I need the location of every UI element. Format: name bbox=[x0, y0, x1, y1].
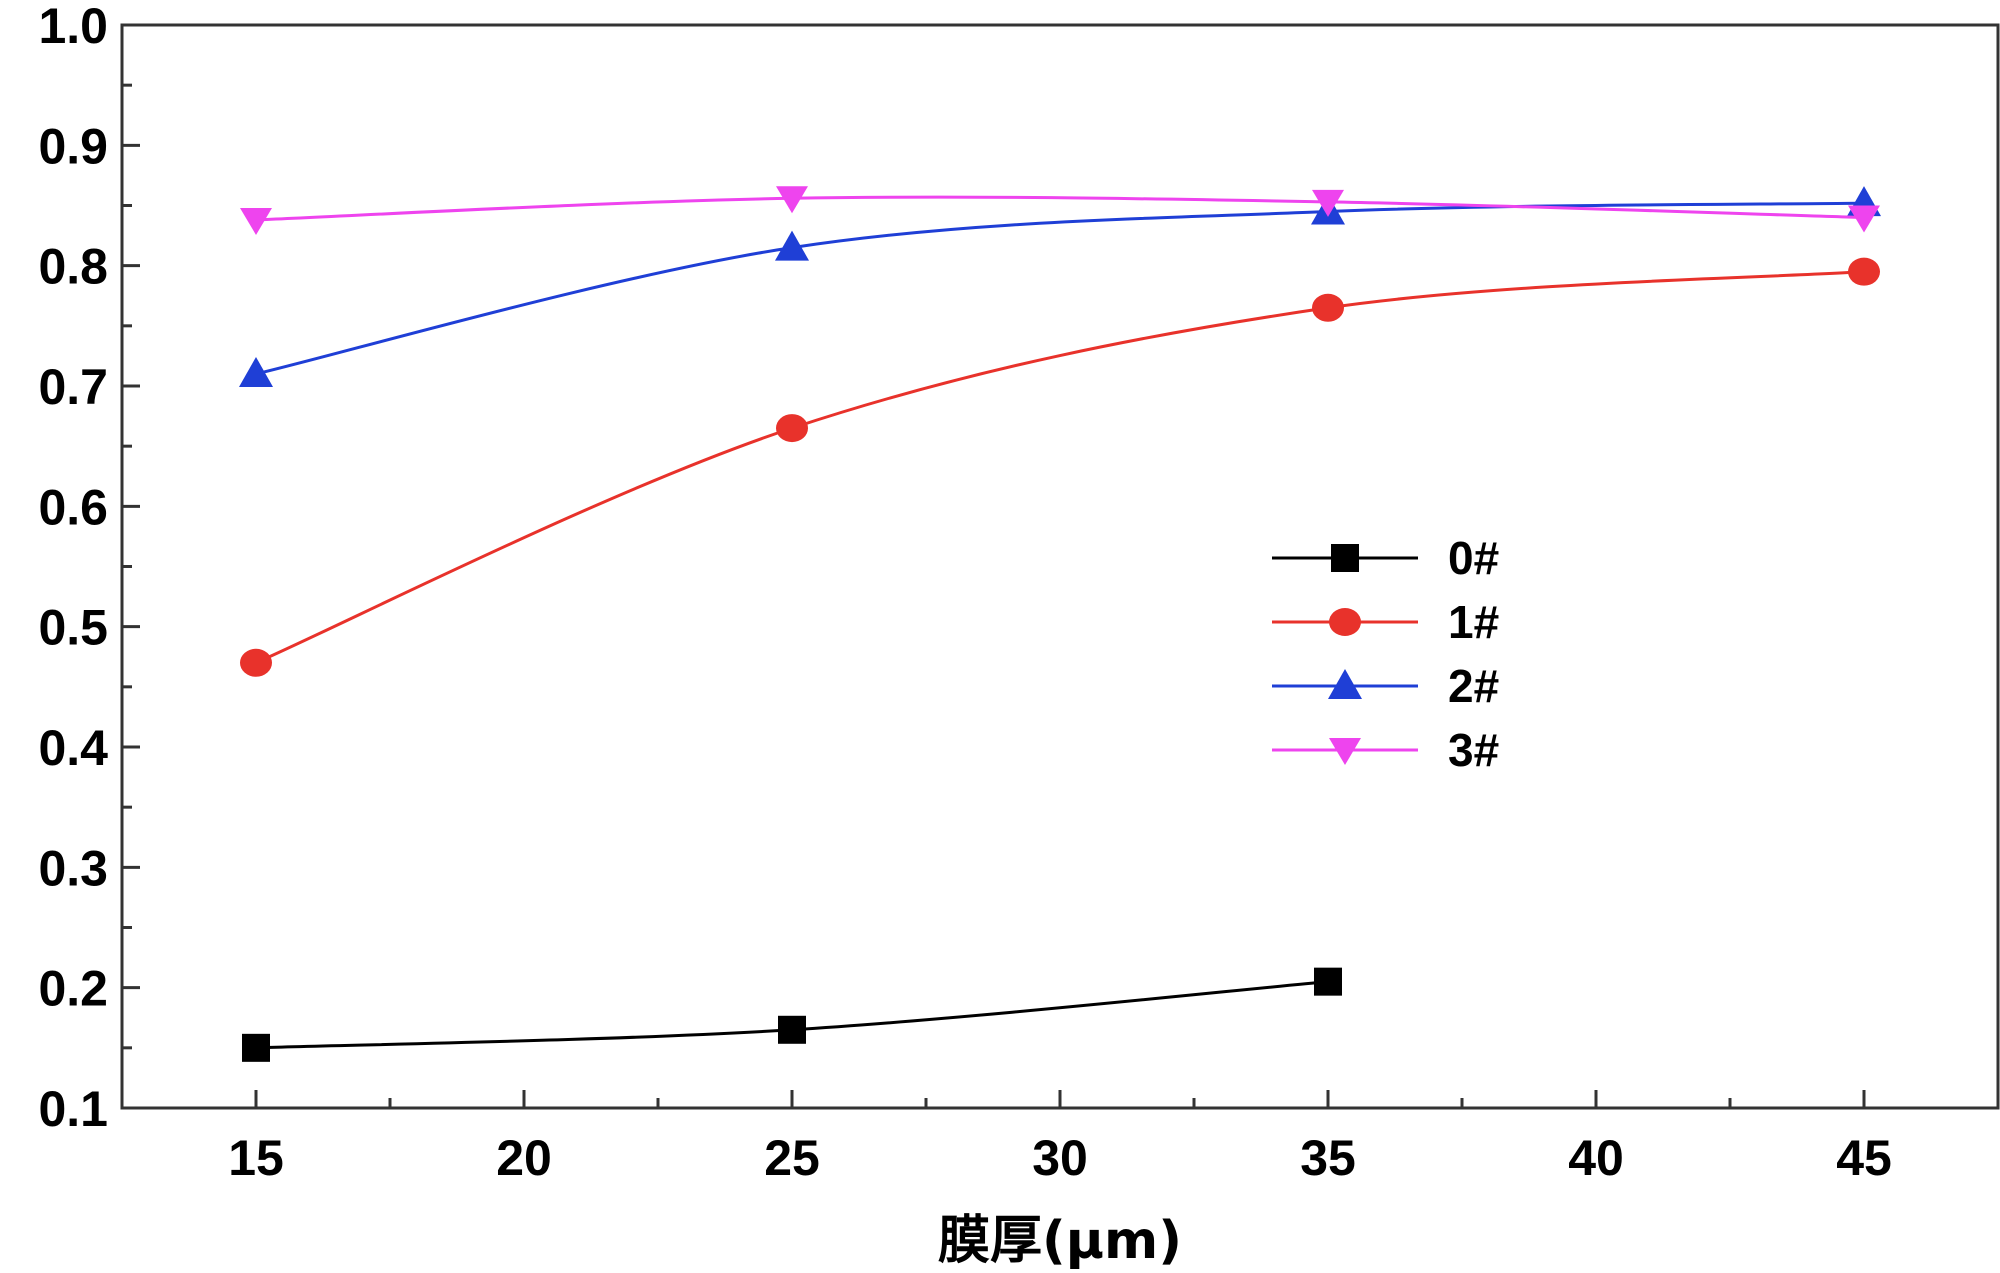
y-tick-label: 0.9 bbox=[38, 118, 108, 174]
y-axis: 0.1 0.2 0.3 0.4 0.5 0.6 0.7 0.8 0.9 1.0 bbox=[38, 0, 140, 1137]
data-point bbox=[1312, 189, 1344, 217]
y-tick-label: 0.3 bbox=[38, 840, 108, 896]
y-tick-label: 0.8 bbox=[38, 239, 108, 295]
x-tick-label: 45 bbox=[1836, 1130, 1892, 1186]
data-point bbox=[1848, 205, 1880, 233]
plot-frame bbox=[120, 23, 2000, 1110]
series-line bbox=[255, 270, 1865, 665]
data-point bbox=[1314, 967, 1342, 996]
plot-border bbox=[120, 23, 2000, 1110]
data-point bbox=[776, 414, 808, 443]
legend-item: 1# bbox=[1272, 596, 1499, 648]
x-tick-label: 20 bbox=[496, 1130, 552, 1186]
series-3 bbox=[240, 186, 1880, 235]
series-1 bbox=[240, 257, 1880, 677]
series-layer bbox=[239, 186, 1881, 1062]
legend-marker bbox=[1329, 738, 1361, 765]
series-line bbox=[255, 195, 1865, 222]
series-line bbox=[255, 201, 1865, 376]
data-point bbox=[776, 186, 808, 214]
x-tick-label: 30 bbox=[1032, 1130, 1088, 1186]
legend-marker bbox=[1329, 608, 1361, 636]
y-tick-label: 0.2 bbox=[38, 961, 108, 1017]
legend: 0# 1# 2# 3# bbox=[1272, 532, 1499, 776]
data-point bbox=[242, 1033, 270, 1062]
data-point bbox=[240, 648, 272, 677]
legend-label: 0# bbox=[1448, 532, 1499, 584]
y-tick-label: 0.4 bbox=[38, 720, 108, 776]
y-tick-label: 0.5 bbox=[38, 600, 108, 656]
data-point bbox=[778, 1015, 806, 1044]
x-tick-label: 40 bbox=[1568, 1130, 1624, 1186]
x-axis-title: 膜厚(μm) bbox=[938, 1211, 1182, 1271]
data-point bbox=[240, 207, 272, 235]
data-point bbox=[1312, 293, 1344, 322]
legend-item: 3# bbox=[1272, 724, 1499, 776]
x-tick-label: 35 bbox=[1300, 1130, 1356, 1186]
y-tick-label: 0.6 bbox=[38, 479, 108, 535]
x-tick-label: 25 bbox=[764, 1130, 820, 1186]
series-0 bbox=[242, 967, 1342, 1062]
data-point bbox=[239, 356, 273, 387]
legend-label: 1# bbox=[1448, 596, 1499, 648]
legend-marker bbox=[1328, 669, 1362, 699]
legend-marker bbox=[1331, 544, 1359, 572]
data-point bbox=[1848, 257, 1880, 286]
y-tick-label: 1.0 bbox=[38, 0, 108, 54]
x-tick-label: 15 bbox=[228, 1130, 284, 1186]
legend-item: 0# bbox=[1272, 532, 1499, 584]
x-axis: 15 20 25 30 35 40 45 bbox=[228, 1090, 1892, 1186]
legend-label: 3# bbox=[1448, 724, 1499, 776]
legend-label: 2# bbox=[1448, 660, 1499, 712]
y-tick-label: 0.1 bbox=[38, 1081, 108, 1137]
legend-item: 2# bbox=[1272, 660, 1499, 712]
data-point bbox=[775, 230, 809, 261]
y-tick-label: 0.7 bbox=[38, 359, 108, 415]
